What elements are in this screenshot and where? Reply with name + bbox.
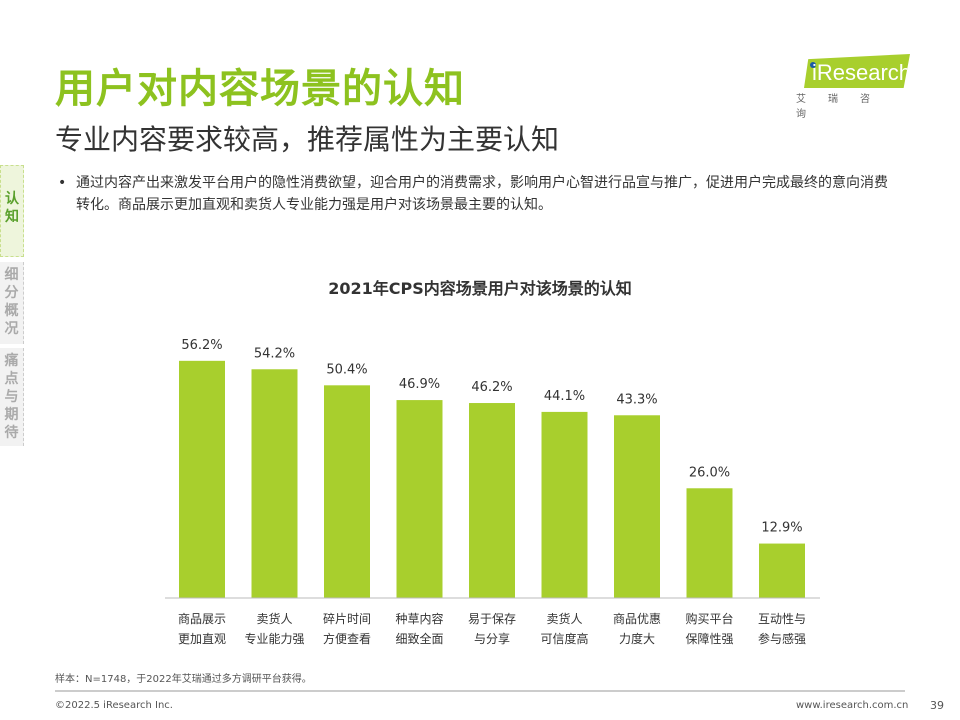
side-nav-pain-points[interactable]: 痛点与期待 — [0, 348, 24, 446]
category-label: 更加直观 — [178, 632, 226, 646]
category-label: 保障性强 — [685, 631, 733, 646]
data-label: 56.2% — [181, 338, 222, 353]
category-label: 方便查看 — [323, 631, 371, 646]
iresearch-logo: iResearch 艾瑞咨询 — [792, 50, 917, 120]
side-nav-overview[interactable]: 细分概况 — [0, 262, 24, 344]
website-link[interactable]: www.iresearch.com.cn — [796, 700, 909, 711]
page-subtitle: 专业内容要求较高，推荐属性为主要认知 — [55, 123, 560, 156]
category-label: 与分享 — [474, 631, 510, 646]
bar — [614, 415, 660, 598]
category-label: 卖货人 — [546, 611, 582, 626]
page-title: 用户对内容场景的认知 — [55, 66, 465, 112]
category-label: 卖货人 — [256, 611, 292, 626]
category-label: 购买平台 — [685, 611, 733, 626]
data-label: 43.3% — [616, 392, 657, 407]
sample-note: 样本：N=1748，于2022年艾瑞通过多方调研平台获得。 — [55, 674, 312, 685]
category-label: 参与感强 — [758, 631, 806, 646]
category-label: 互动性与 — [758, 612, 806, 626]
bar — [541, 411, 588, 598]
bullet-text: 通过内容产出来激发平台用户的隐性消费欲望，迎合用户的消费需求，影响用户心智进行品… — [58, 172, 898, 216]
footer-divider — [55, 690, 905, 692]
bar — [469, 403, 515, 598]
data-label: 50.4% — [326, 362, 367, 377]
copyright: ©2022.5 iResearch Inc. — [55, 700, 173, 711]
category-label: 力度大 — [619, 631, 655, 646]
bar — [251, 369, 298, 598]
chart-title: 2021年CPS内容场景用户对该场景的认知 — [328, 279, 632, 298]
category-label: 种草内容 — [395, 611, 443, 626]
page-number: 39 — [930, 699, 944, 712]
bar — [686, 488, 733, 598]
category-label: 专业能力强 — [244, 631, 304, 646]
bar — [396, 400, 443, 598]
category-label: 细致全面 — [395, 631, 443, 646]
bar — [759, 543, 805, 598]
data-label: 46.2% — [471, 380, 512, 395]
category-label: 碎片时间 — [323, 611, 371, 626]
data-label: 54.2% — [254, 346, 295, 361]
data-label: 46.9% — [399, 377, 440, 392]
bar — [324, 385, 370, 598]
category-label: 易于保存 — [468, 612, 516, 626]
category-label: 商品优惠 — [613, 611, 661, 626]
side-nav-cognition[interactable]: 认知 — [0, 165, 24, 257]
category-label: 商品展示 — [178, 611, 226, 626]
data-label: 12.9% — [761, 521, 802, 536]
category-label: 可信度高 — [540, 631, 588, 646]
data-label: 26.0% — [689, 465, 730, 480]
bar — [179, 360, 225, 598]
data-label: 44.1% — [544, 389, 585, 404]
